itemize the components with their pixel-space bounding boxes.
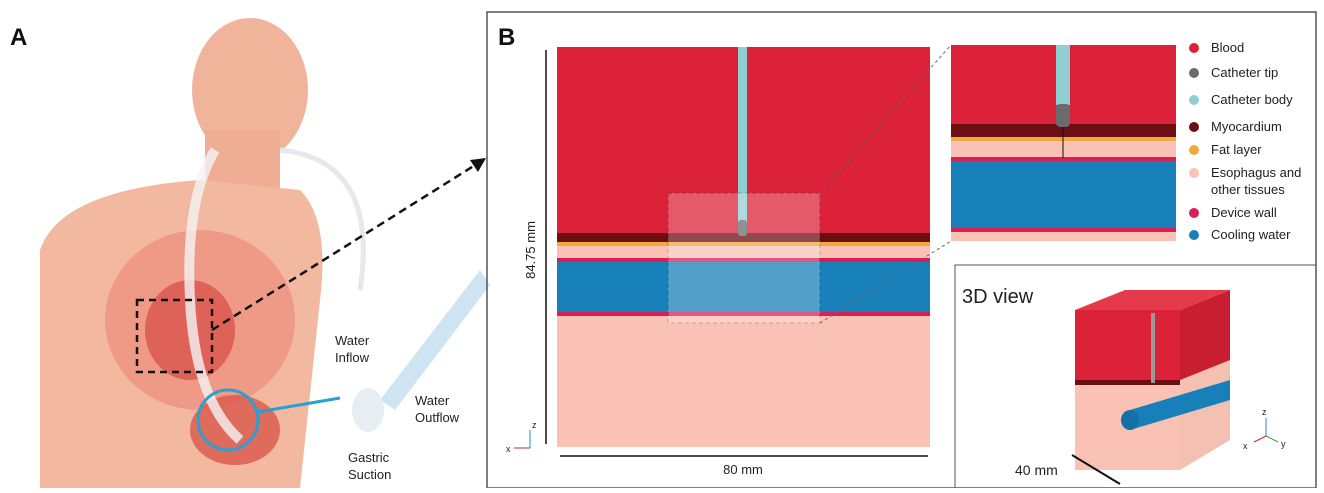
legend-swatch (1189, 208, 1199, 218)
dimension-label: 40 mm (1015, 462, 1058, 478)
axis-label: x (1243, 441, 1248, 451)
legend-swatch (1189, 95, 1199, 105)
3d-block (1071, 290, 1230, 485)
legend-label: Esophagus and (1211, 165, 1301, 180)
annotations: Water Inflow Water Outflow Gastric Suction (335, 333, 460, 482)
legend-label: Fat layer (1211, 142, 1262, 157)
legend-label: Device wall (1211, 205, 1277, 220)
legend-label: Catheter tip (1211, 65, 1278, 80)
annotation: Outflow (415, 410, 460, 425)
dimension-label: 80 mm (723, 462, 763, 477)
legend-label: other tissues (1211, 182, 1285, 197)
legend-swatch (1189, 168, 1199, 178)
legend-swatch (1189, 68, 1199, 78)
axis-label: z (1262, 407, 1267, 417)
axis-triad (1253, 418, 1279, 443)
inset-title: 3D view (962, 286, 1034, 308)
anatomy-illustration (40, 18, 490, 488)
annotation: Suction (348, 467, 391, 482)
legend-label: Blood (1211, 40, 1244, 55)
axis-label: x (506, 444, 511, 454)
legend-label: Catheter body (1211, 92, 1293, 107)
legend-label: Myocardium (1211, 119, 1282, 134)
legend-swatch (1189, 122, 1199, 132)
cross-section (557, 44, 952, 447)
legend-swatch (1189, 145, 1199, 155)
panel-label: B (498, 24, 515, 51)
legend: Blood Catheter tip Catheter body Myocardium… (1189, 40, 1301, 242)
annotation: Inflow (335, 350, 370, 365)
zoom-inset (951, 45, 1176, 241)
legend-swatch (1189, 43, 1199, 53)
annotation: Water (415, 393, 450, 408)
legend-swatch (1189, 230, 1199, 240)
annotation: Gastric (348, 450, 390, 465)
annotation: Water (335, 333, 370, 348)
axis-triad (514, 430, 531, 449)
axis-label: y (1281, 439, 1286, 449)
panel-label: A (10, 24, 27, 51)
legend-label: Cooling water (1211, 227, 1291, 242)
dimension-label: 84.75 mm (523, 221, 538, 279)
axis-label: z (532, 420, 537, 430)
